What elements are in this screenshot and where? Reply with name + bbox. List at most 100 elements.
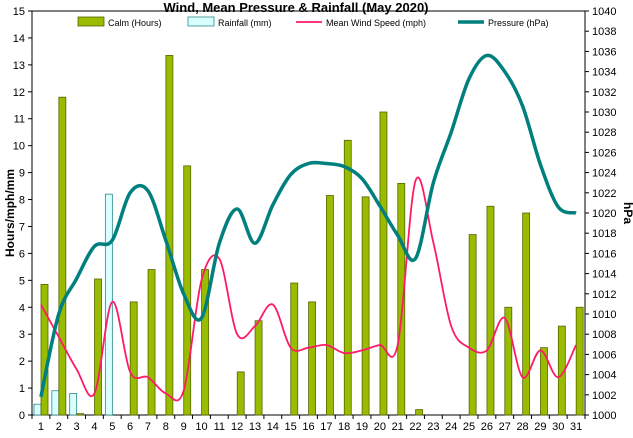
y-tick-label: 4 (19, 302, 25, 314)
y-tick-label: 14 (13, 33, 25, 45)
rainfall-bar (104, 193, 113, 416)
y-axis-label: Hours/mph/mm (3, 169, 17, 257)
x-tick-label: 17 (320, 421, 332, 433)
wind-speed-line (40, 176, 577, 402)
calm-bar (308, 301, 316, 416)
x-tick-label: 12 (231, 421, 243, 433)
y2-tick-label: 1010 (592, 309, 616, 321)
y2-tick-label: 1030 (592, 107, 616, 119)
calm-bar (40, 283, 49, 416)
x-tick-label: 22 (409, 421, 421, 433)
x-tick-label: 20 (374, 421, 386, 433)
legend: Calm (Hours) Rainfall (mm) Mean Wind Speed… (77, 16, 549, 28)
x-tick-label: 19 (356, 421, 368, 433)
x-tick-label: 28 (516, 421, 528, 433)
calm-bar (522, 212, 531, 416)
y-tick-label: 11 (14, 114, 25, 126)
y-tick-label: 1 (19, 383, 25, 395)
rainfall-bar (33, 403, 42, 416)
x-tick-label: 10 (195, 421, 207, 433)
legend-label: Mean Wind Speed (mph) (326, 18, 426, 28)
y2-tick-label: 1022 (592, 188, 616, 200)
y-tick-label: 15 (13, 6, 25, 18)
x-tick-label: 15 (285, 421, 297, 433)
x-tick-label: 24 (445, 421, 457, 433)
x-tick-label: 4 (91, 421, 97, 433)
y2-tick-label: 1008 (592, 329, 616, 341)
chart-title: Wind, Mean Pressure & Rainfall (May 2020… (163, 0, 428, 15)
x-tick-label: 5 (109, 421, 115, 433)
x-tick-label: 16 (302, 421, 314, 433)
y-tick-label: 2 (19, 356, 25, 368)
pressure-line (39, 53, 577, 398)
calm-bar (147, 269, 156, 416)
y-tick-label: 8 (19, 195, 25, 207)
calm-bar (326, 195, 334, 416)
x-tick-label: 27 (499, 421, 511, 433)
y2-tick-label: 1036 (592, 46, 616, 58)
x-tick-label: 18 (338, 421, 350, 433)
rainfall-bar (51, 390, 60, 416)
y-tick-label: 3 (19, 329, 25, 341)
x-tick-label: 29 (534, 421, 546, 433)
y2-tick-label: 1024 (592, 168, 616, 180)
y-tick-label: 0 (19, 410, 25, 422)
y2-tick-label: 1006 (592, 349, 616, 361)
x-tick-label: 21 (392, 421, 404, 433)
y2-tick-label: 1004 (592, 370, 616, 382)
x-tick-label: 30 (552, 421, 564, 433)
x-tick-label: 3 (74, 421, 80, 433)
x-tick-label: 26 (481, 421, 493, 433)
calm-bar (343, 139, 352, 416)
calm-bar (379, 111, 388, 416)
calm-bar (236, 371, 245, 416)
calm-bar (575, 306, 584, 416)
y2-tick-label: 1002 (592, 390, 616, 402)
x-tick-label: 25 (463, 421, 475, 433)
y2-tick-label: 1038 (592, 26, 616, 38)
legend-swatch (187, 16, 215, 27)
y2-tick-label: 1014 (592, 269, 616, 281)
x-tick-label: 14 (267, 421, 279, 433)
x-tick-label: 13 (249, 421, 261, 433)
legend-label: Calm (Hours) (108, 18, 162, 28)
y-tick-label: 9 (19, 168, 25, 180)
y2-axis-label: hPa (621, 202, 633, 224)
y2-tick-label: 1012 (592, 289, 616, 301)
y-tick-label: 13 (13, 60, 25, 72)
calm-bar (468, 234, 477, 416)
legend-swatch (77, 16, 105, 27)
x-tick-label: 9 (181, 421, 187, 433)
calm-bar (254, 320, 263, 416)
rainfall-bar (69, 393, 78, 416)
calm-bar (397, 182, 406, 416)
legend-label: Pressure (hPa) (488, 18, 549, 28)
x-tick-label: 11 (214, 421, 225, 433)
y2-tick-label: 1028 (592, 127, 616, 139)
calm-bar (504, 306, 513, 416)
calm-bar (129, 301, 138, 416)
y2-tick-label: 1018 (592, 228, 616, 240)
y2-tick-label: 1000 (592, 410, 616, 422)
y2-tick-label: 1032 (592, 87, 616, 99)
y-tick-label: 7 (19, 221, 25, 233)
calm-bar (94, 278, 102, 416)
y2-tick-label: 1026 (592, 147, 616, 159)
x-tick-label: 6 (127, 421, 133, 433)
y2-tick-label: 1016 (592, 248, 616, 260)
plot-area: 0123456789101112131415100010021004100610… (13, 6, 617, 433)
calm-bar (165, 55, 174, 416)
x-tick-label: 1 (38, 421, 44, 433)
y2-tick-label: 1020 (592, 208, 616, 220)
y2-tick-label: 1040 (592, 6, 616, 18)
y2-tick-label: 1034 (592, 67, 616, 79)
y-tick-label: 10 (13, 141, 25, 153)
x-tick-label: 8 (163, 421, 169, 433)
calm-bar (58, 96, 67, 416)
x-tick-label: 23 (427, 421, 439, 433)
legend-label: Rainfall (mm) (218, 18, 272, 28)
calm-bar (361, 196, 370, 416)
y-tick-label: 12 (13, 87, 25, 99)
